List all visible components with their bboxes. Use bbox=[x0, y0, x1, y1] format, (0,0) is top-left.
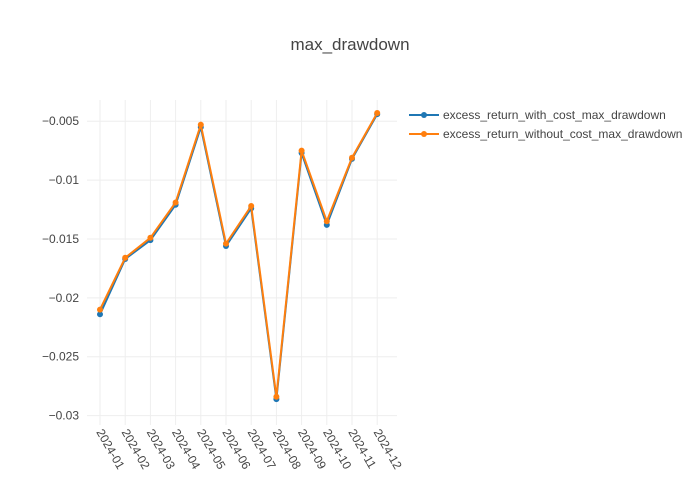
series-line-1 bbox=[99, 113, 379, 400]
series-2-point bbox=[298, 147, 305, 154]
y-tick-label: −0.015 bbox=[42, 232, 79, 246]
series-2-point bbox=[97, 306, 103, 313]
series-1-point bbox=[97, 311, 103, 318]
series-2-point bbox=[374, 109, 381, 116]
series-2-point bbox=[248, 202, 255, 209]
series-2-point bbox=[323, 218, 330, 225]
y-tick-label: −0.02 bbox=[49, 291, 80, 305]
y-tick-label: −0.01 bbox=[49, 173, 80, 187]
grid-lines bbox=[87, 100, 397, 425]
legend-item-label[interactable]: excess_return_with_cost_max_drawdown bbox=[443, 108, 666, 122]
series-2-point bbox=[223, 240, 229, 247]
x-axis-tick-labels: 2024-012024-022024-032024-042024-052024-… bbox=[93, 427, 405, 472]
chart-title: max_drawdown bbox=[290, 35, 409, 54]
y-tick-label: −0.005 bbox=[42, 114, 79, 128]
y-axis-tick-labels: −0.005 −0.01 −0.015 −0.02 −0.025 −0.03 bbox=[42, 114, 79, 422]
series-2-point bbox=[122, 254, 129, 261]
legend-swatch-marker[interactable] bbox=[421, 131, 427, 137]
legend-item-label[interactable]: excess_return_without_cost_max_drawdown bbox=[443, 127, 682, 141]
series-2-point bbox=[349, 154, 355, 161]
legend[interactable]: excess_return_with_cost_max_drawdownexce… bbox=[409, 108, 682, 141]
series-lines bbox=[97, 109, 381, 403]
y-tick-label: −0.025 bbox=[42, 350, 79, 364]
series-2-point bbox=[273, 393, 280, 400]
series-2-point bbox=[172, 199, 179, 206]
series-line-2 bbox=[99, 112, 379, 397]
legend-swatch-marker[interactable] bbox=[421, 112, 427, 118]
y-tick-label: −0.03 bbox=[49, 409, 80, 423]
series-2-point bbox=[197, 121, 204, 128]
series-2-point bbox=[147, 234, 154, 241]
